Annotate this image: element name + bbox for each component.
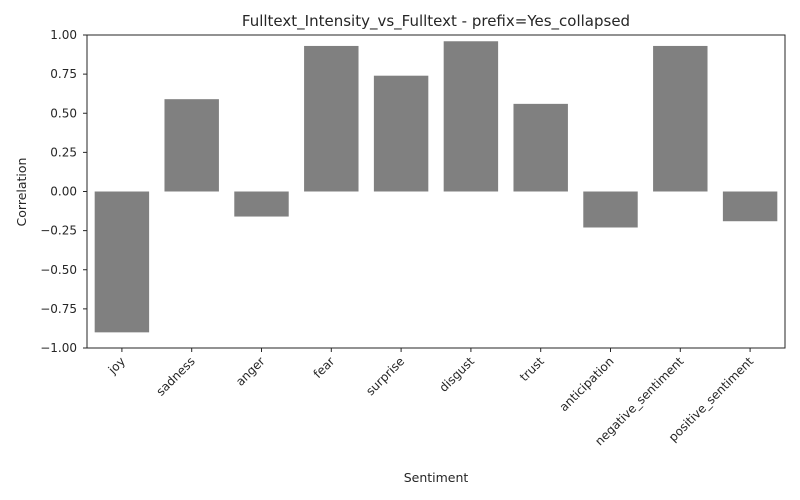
plot-frame: [86, 34, 786, 349]
y-axis-label: Correlation: [14, 158, 29, 227]
x-tick-label: disgust: [436, 354, 477, 395]
y-tick-label: −1.00: [40, 341, 77, 355]
bar-fear: [304, 45, 359, 192]
bar-sadness: [164, 99, 219, 192]
x-tick-label: sadness: [153, 354, 197, 398]
bar-trust: [513, 103, 568, 192]
bars-group: [94, 41, 778, 333]
y-tick-label: 0.75: [50, 67, 77, 81]
x-tick-label: surprise: [363, 354, 407, 398]
y-tick-label: −0.25: [40, 224, 77, 238]
x-tick-label: fear: [311, 354, 338, 381]
x-tick-label: trust: [517, 354, 547, 384]
x-ticks-group: joy sadness anger fear surprise disgust trust a…: [105, 348, 756, 448]
y-tick-label: 0.00: [50, 185, 77, 199]
x-axis-label: Sentiment: [404, 470, 469, 485]
y-tick-label: 1.00: [50, 28, 77, 42]
bar-positive-sentiment: [722, 191, 778, 222]
y-tick-label: −0.75: [40, 302, 77, 316]
bar-anticipation: [583, 191, 638, 228]
y-tick-label: −0.50: [40, 263, 77, 277]
chart-title: Fulltext_Intensity_vs_Fulltext - prefix=…: [242, 12, 630, 31]
x-tick-label: joy: [105, 354, 128, 377]
bar-surprise: [373, 75, 429, 192]
y-tick-label: 0.25: [50, 145, 77, 159]
x-tick-label: anticipation: [557, 354, 617, 414]
bar-negative-sentiment: [653, 45, 708, 192]
y-ticks-group: −1.00 −0.75 −0.50 −0.25 0.00 0.25 0.50 0.75 1.00: [40, 28, 87, 355]
bar-joy: [94, 191, 150, 333]
x-tick-label: anger: [233, 354, 268, 389]
y-tick-label: 0.50: [50, 106, 77, 120]
bar-anger: [234, 191, 289, 217]
bar-disgust: [443, 41, 499, 192]
